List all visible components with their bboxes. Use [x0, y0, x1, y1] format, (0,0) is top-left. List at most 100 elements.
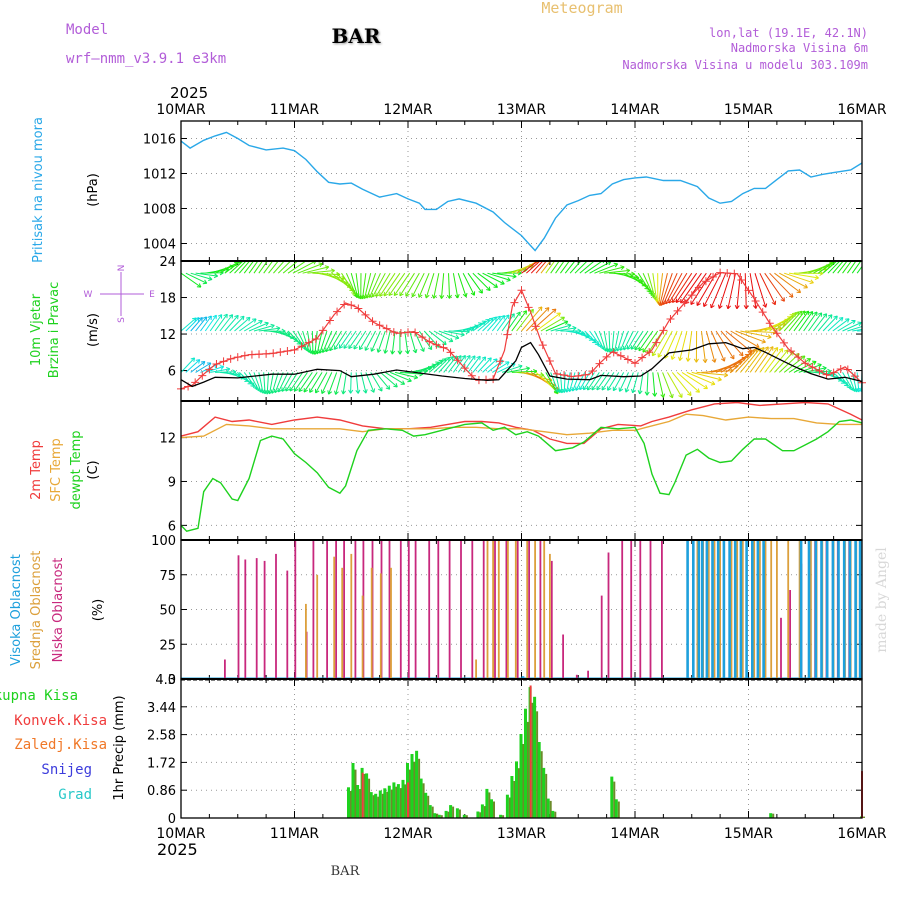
total-rain-bar [610, 776, 614, 818]
wind-arrow-head [388, 291, 393, 297]
wind-arrow-head [338, 344, 344, 349]
wind-arrow [375, 372, 391, 390]
wind-arrow [657, 330, 673, 358]
wind-arrow [190, 361, 206, 373]
temp-ylabel: (C) [86, 460, 101, 479]
wind-arrow [783, 355, 806, 373]
wind-arrow [652, 273, 658, 302]
wind-arrow-head [264, 321, 269, 327]
wind-arrow [607, 372, 620, 391]
total-rain-bar [769, 813, 773, 818]
low-cloud-bar [428, 540, 431, 679]
mid-cloud-bar [507, 540, 509, 679]
wind-arrow [248, 261, 259, 274]
wind-arrow [297, 263, 323, 274]
low-cloud-bar [224, 659, 226, 679]
wind-arrow-head [334, 345, 339, 350]
wind-arrow [623, 330, 634, 351]
strat-rain-bar [440, 815, 443, 818]
wind-arrow [253, 324, 275, 332]
cloud-title-mid: Srednja Oblacnost [29, 551, 44, 670]
wind-arrow [181, 317, 197, 332]
legend-strat: Zaledj.Kisa [14, 737, 107, 753]
low-cloud-bar [244, 559, 247, 679]
wind-arrow-head [393, 291, 399, 297]
wind-arrow [660, 273, 673, 306]
wind-arrow-head [726, 304, 731, 310]
wind-arrow [666, 372, 683, 398]
wind-arrow [377, 330, 386, 353]
mid-cloud-bar [759, 540, 761, 679]
wind-arrow-head [806, 358, 812, 363]
wind-arrow-head [630, 345, 636, 350]
total-rain-bar [387, 785, 391, 818]
wind-arrow [433, 273, 440, 299]
wind-arrow-head [624, 388, 630, 393]
pressure-titles: Pritisak na nivou mora (hPa) [31, 117, 101, 263]
wind-arrow-head [420, 347, 425, 352]
wind-arrow-head [217, 314, 223, 319]
wind-arrow-head [190, 357, 196, 362]
pressure-title: Pritisak na nivou mora [31, 117, 46, 263]
wind-arrow [372, 272, 386, 298]
wind-arrow [195, 362, 212, 373]
wind-arrow-head [207, 315, 212, 321]
strat-rain-bar [413, 761, 416, 818]
mid-cloud-bar [341, 567, 344, 679]
high-cloud-bar [701, 540, 704, 679]
high-cloud-bar [807, 540, 811, 679]
gust-marker [340, 300, 349, 309]
strat-rain-bar [540, 751, 543, 818]
wind-arrow [832, 372, 849, 387]
compass-e: E [149, 290, 155, 300]
wind-arrow-head [547, 377, 553, 383]
low-cloud-bar [789, 590, 791, 679]
wind-arrow [467, 320, 487, 332]
gust-marker [694, 283, 703, 292]
wind-arrow [268, 372, 274, 395]
wind-arrow-head [424, 293, 430, 299]
wind-arrow-head [397, 350, 403, 355]
wind-arrow-head [730, 354, 735, 360]
wind-arrow [690, 272, 712, 305]
gust-marker [595, 359, 604, 368]
gust-marker [744, 286, 753, 295]
wind-arrow-head [587, 385, 592, 391]
gust-marker [240, 351, 249, 360]
wind-arrow [266, 372, 270, 395]
wind-arrow [803, 311, 818, 332]
strat-rain-bar [390, 789, 393, 818]
wind-arrow-head [277, 388, 283, 393]
wind-arrow [496, 314, 510, 332]
wind-arrow-head [551, 308, 557, 314]
bottom-date-label: 10MAR [156, 826, 205, 842]
wind-arrow [185, 359, 201, 373]
wind-arrow [535, 261, 548, 274]
strat-rain-bar [502, 815, 505, 818]
wind-arrow [601, 372, 615, 391]
strat-rain-bar [409, 769, 411, 818]
total-rain-bar [546, 798, 550, 818]
wind-arrow [229, 315, 245, 332]
wind-arrow [342, 372, 347, 395]
wind-arrow-head [385, 385, 391, 390]
bottom-date-label: 12MAR [383, 826, 432, 842]
wind-arrow [370, 330, 381, 352]
precip-titles: Ukupna Kisa Konvek.Kisa Zaledj.Kisa Snij… [0, 688, 127, 803]
top-date-labels: 10MAR 11MAR 12MAR 13MAR 14MAR 15MAR 16MAR [156, 102, 886, 118]
wind-arrow-head [506, 277, 511, 282]
total-rain-bar [396, 784, 400, 818]
high-cloud-bar [799, 540, 803, 679]
low-cloud-bar [399, 540, 402, 679]
low-cloud-bar [312, 540, 315, 679]
y-tick-label: 0 [168, 673, 176, 688]
wind-arrow [239, 372, 255, 387]
wind-arrow [467, 272, 483, 294]
temp-lines [181, 401, 862, 532]
y-tick-label: 2.58 [147, 729, 176, 744]
wind-arrow [817, 261, 836, 274]
wind-arrow-head [505, 314, 510, 320]
wind-arrow [370, 372, 383, 392]
gust-marker [333, 307, 342, 316]
total-rain-bar [490, 799, 493, 818]
